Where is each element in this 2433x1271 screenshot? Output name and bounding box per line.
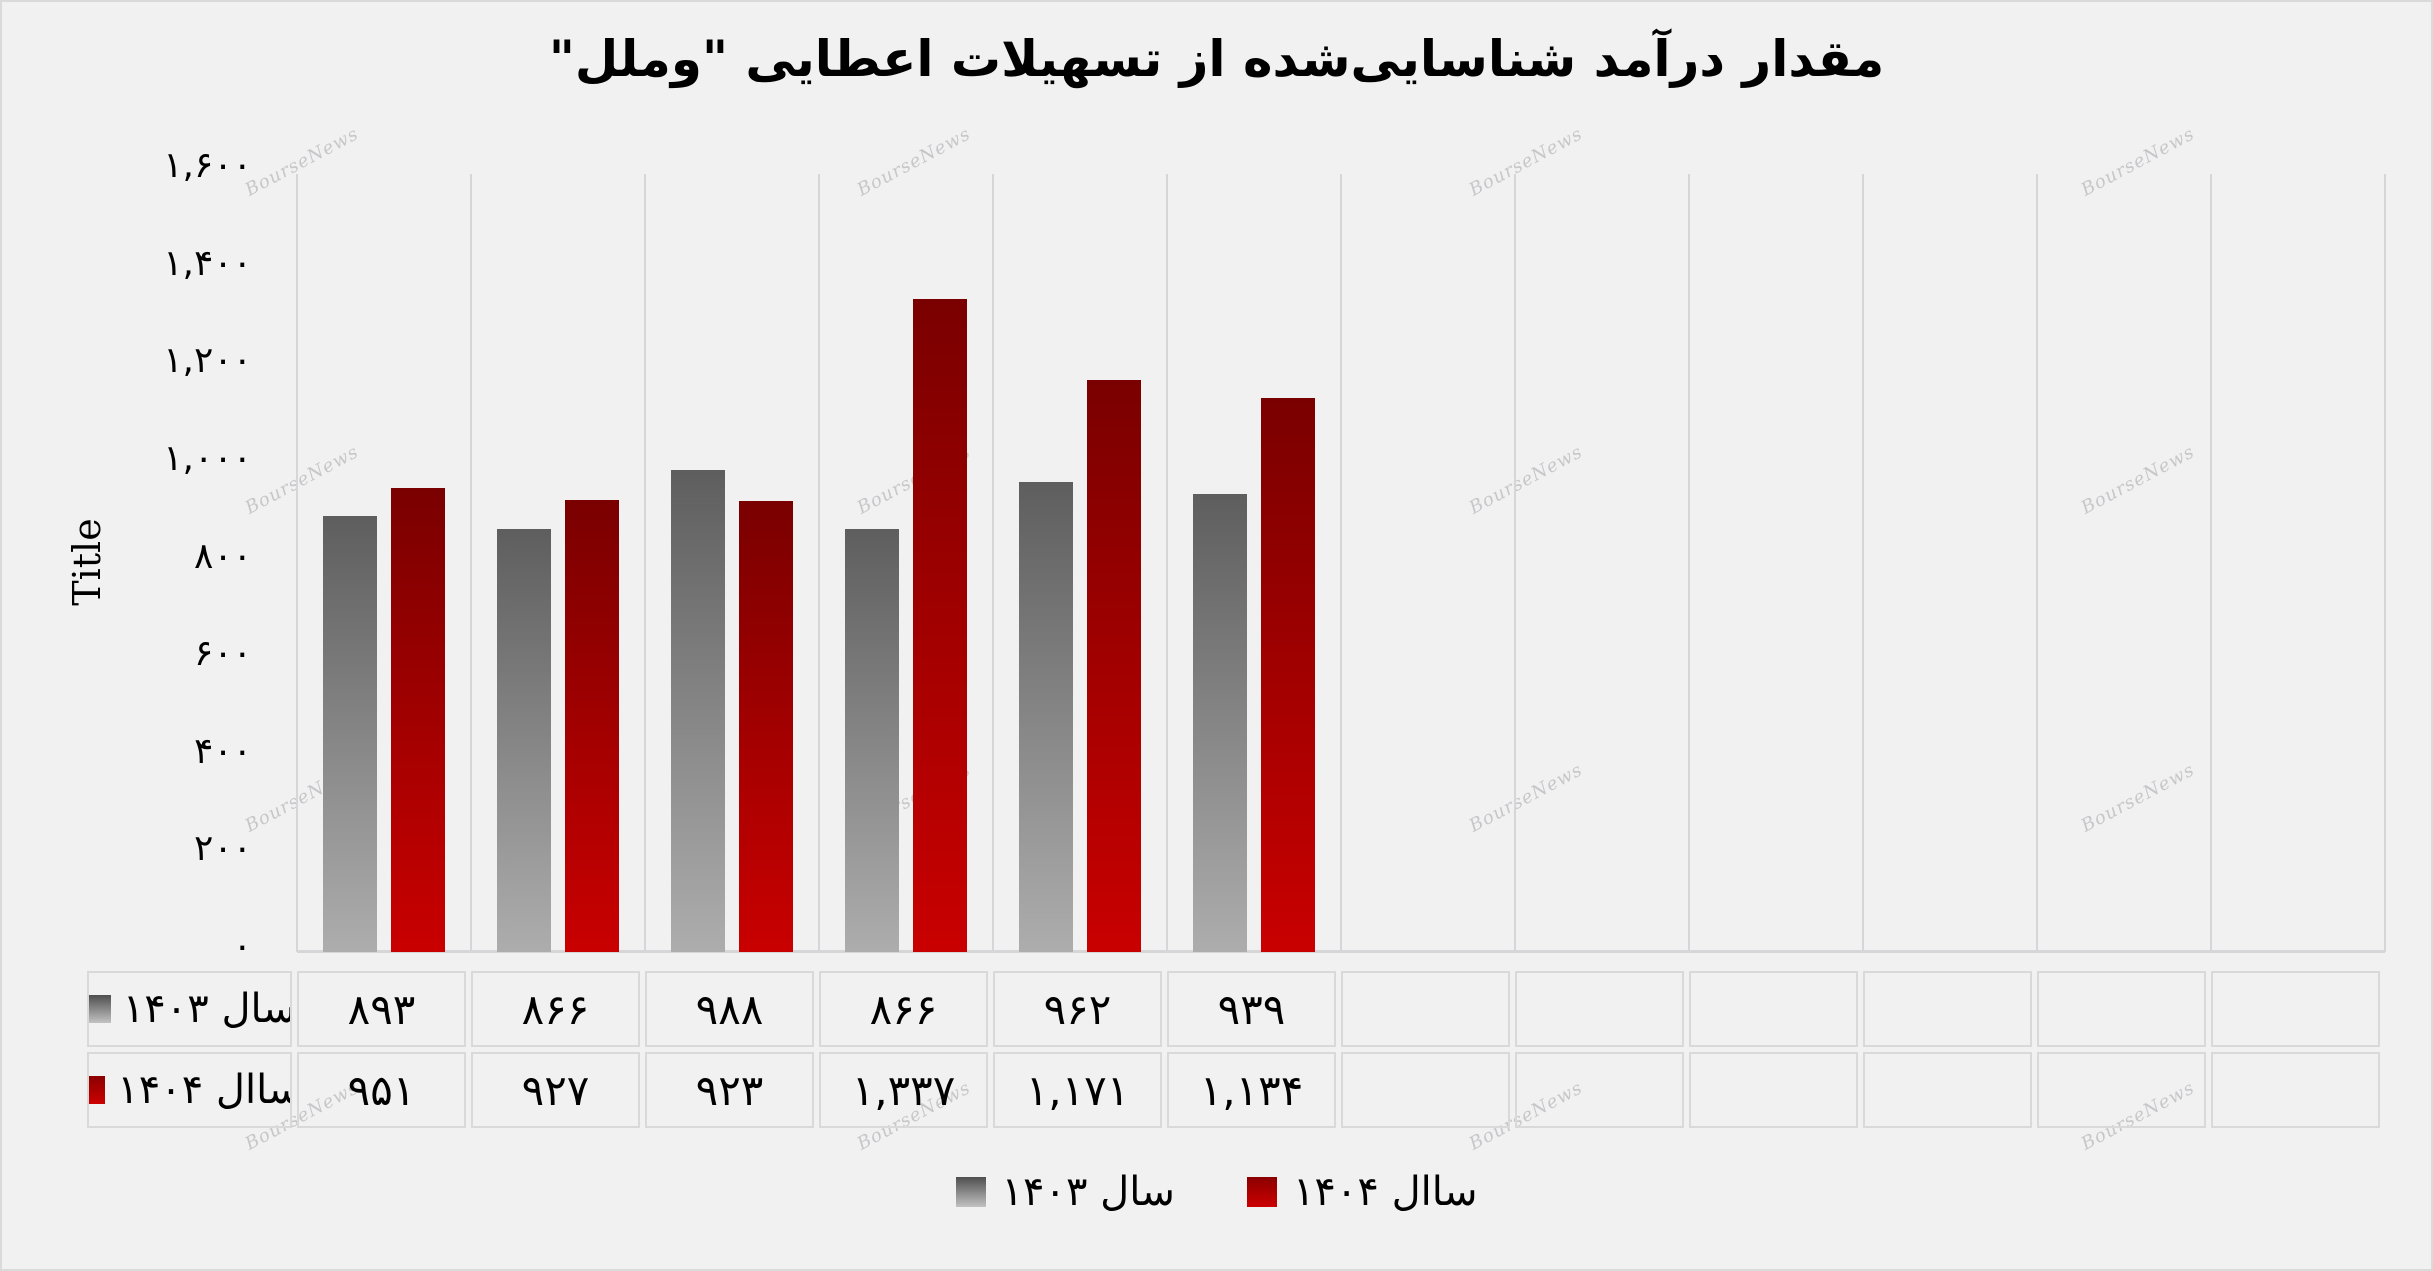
watermark: BourseNews — [1465, 759, 1587, 837]
row-label: ساال ۱۴۰۴ — [117, 1067, 292, 1113]
bar-year-1404 — [565, 500, 619, 952]
value-cell: ۹۲۷ — [471, 1052, 640, 1128]
row-color-swatch-red — [89, 1076, 106, 1104]
legend-swatch-gray — [955, 1177, 986, 1207]
gridline — [1166, 174, 1168, 952]
table-row: ساال ۱۴۰۴ ۹۵۱ ۹۲۷ ۹۲۳ ۱,۳۳۷ ۱,۱۷۱ ۱,۱۳۴ — [87, 1052, 2380, 1128]
row-label-cell: سال ۱۴۰۳ — [87, 971, 292, 1047]
watermark: BourseNews — [2077, 441, 2199, 519]
watermark: BourseNews — [2077, 123, 2199, 201]
watermark: BourseNews — [241, 123, 363, 201]
y-tick-label: ۰ — [232, 926, 252, 967]
gridline — [1862, 174, 1864, 952]
y-tick-label: ۱,۶۰۰ — [163, 145, 252, 186]
value-cell — [2211, 1052, 2380, 1128]
legend-item-year-1403: سال ۱۴۰۳ — [955, 1169, 1175, 1215]
legend-label: ساال ۱۴۰۴ — [1292, 1169, 1478, 1215]
bar-year-1403 — [845, 529, 899, 952]
watermark: BourseNews — [241, 441, 363, 519]
bar-year-1403 — [1193, 494, 1247, 952]
bar-year-1404 — [1087, 380, 1141, 952]
value-cell: ۱,۳۳۷ — [819, 1052, 988, 1128]
value-cell: ۸۶۶ — [819, 971, 988, 1047]
bar-year-1404 — [739, 501, 793, 952]
value-cell: ۹۵۱ — [297, 1052, 466, 1128]
gridline — [2210, 174, 2212, 952]
value-cell — [1689, 1052, 1858, 1128]
chart-legend: سال ۱۴۰۳ ساال ۱۴۰۴ — [2, 1164, 2431, 1220]
bar-year-1404 — [913, 299, 967, 952]
bar-year-1404 — [1261, 398, 1315, 952]
watermark: BourseNews — [1465, 441, 1587, 519]
row-label: سال ۱۴۰۳ — [122, 986, 292, 1032]
gridline — [1688, 174, 1690, 952]
value-cell — [1863, 1052, 2032, 1128]
value-cell — [1689, 971, 1858, 1047]
value-cell: ۸۶۶ — [471, 971, 640, 1047]
gridline — [992, 174, 994, 952]
chart-title: مقدار درآمد شناسایی‌شده از تسهیلات اعطای… — [548, 30, 1885, 88]
y-tick-label: ۴۰۰ — [193, 730, 252, 772]
data-table: سال ۱۴۰۳ ۸۹۳ ۸۶۶ ۹۸۸ ۸۶۶ ۹۶۲ ۹۳۹ ساال ۱۴۰۴ ۹۵۱ ۹۲… — [82, 966, 2385, 1133]
gridline — [2384, 174, 2386, 952]
bar-year-1403 — [1019, 482, 1073, 952]
legend-label: سال ۱۴۰۳ — [1001, 1169, 1175, 1215]
row-color-swatch-gray — [89, 995, 111, 1023]
watermark: BourseNews — [2077, 759, 2199, 837]
bar-year-1403 — [671, 470, 725, 952]
value-cell: ۱,۱۷۱ — [993, 1052, 1162, 1128]
gridline — [644, 174, 646, 952]
value-cell: ۸۹۳ — [297, 971, 466, 1047]
legend-item-year-1404: ساال ۱۴۰۴ — [1246, 1169, 1478, 1215]
gridline — [2036, 174, 2038, 952]
y-tick-label: ۶۰۰ — [193, 633, 252, 675]
gridline — [1514, 174, 1516, 952]
gridline — [1340, 174, 1342, 952]
y-tick-label: ۲۰۰ — [193, 828, 252, 870]
gridline — [818, 174, 820, 952]
value-cell — [1341, 1052, 1510, 1128]
row-label-cell: ساال ۱۴۰۴ — [87, 1052, 292, 1128]
bar-year-1403 — [497, 529, 551, 952]
value-cell — [1341, 971, 1510, 1047]
value-cell — [2211, 971, 2380, 1047]
value-cell: ۱,۱۳۴ — [1167, 1052, 1336, 1128]
value-cell — [2037, 971, 2206, 1047]
y-axis-line — [296, 174, 298, 952]
x-axis-baseline — [297, 950, 2385, 953]
y-tick-label: ۸۰۰ — [193, 535, 252, 577]
y-tick-label: ۱,۲۰۰ — [163, 340, 252, 382]
y-tick-label: ۱,۴۰۰ — [163, 242, 252, 284]
value-cell: ۹۶۲ — [993, 971, 1162, 1047]
watermark: BourseNews — [853, 123, 975, 201]
value-cell: ۹۲۳ — [645, 1052, 814, 1128]
legend-swatch-red — [1246, 1177, 1277, 1207]
value-cell — [1515, 971, 1684, 1047]
table-row: سال ۱۴۰۳ ۸۹۳ ۸۶۶ ۹۸۸ ۸۶۶ ۹۶۲ ۹۳۹ — [87, 971, 2380, 1047]
bar-year-1403 — [323, 516, 377, 952]
y-tick-label: ۱,۰۰۰ — [163, 437, 252, 479]
value-cell: ۹۳۹ — [1167, 971, 1336, 1047]
value-cell — [1515, 1052, 1684, 1128]
bar-year-1404 — [391, 488, 445, 952]
value-cell: ۹۸۸ — [645, 971, 814, 1047]
value-cell — [2037, 1052, 2206, 1128]
gridline — [470, 174, 472, 952]
value-cell — [1863, 971, 2032, 1047]
watermark: BourseNews — [1465, 123, 1587, 201]
